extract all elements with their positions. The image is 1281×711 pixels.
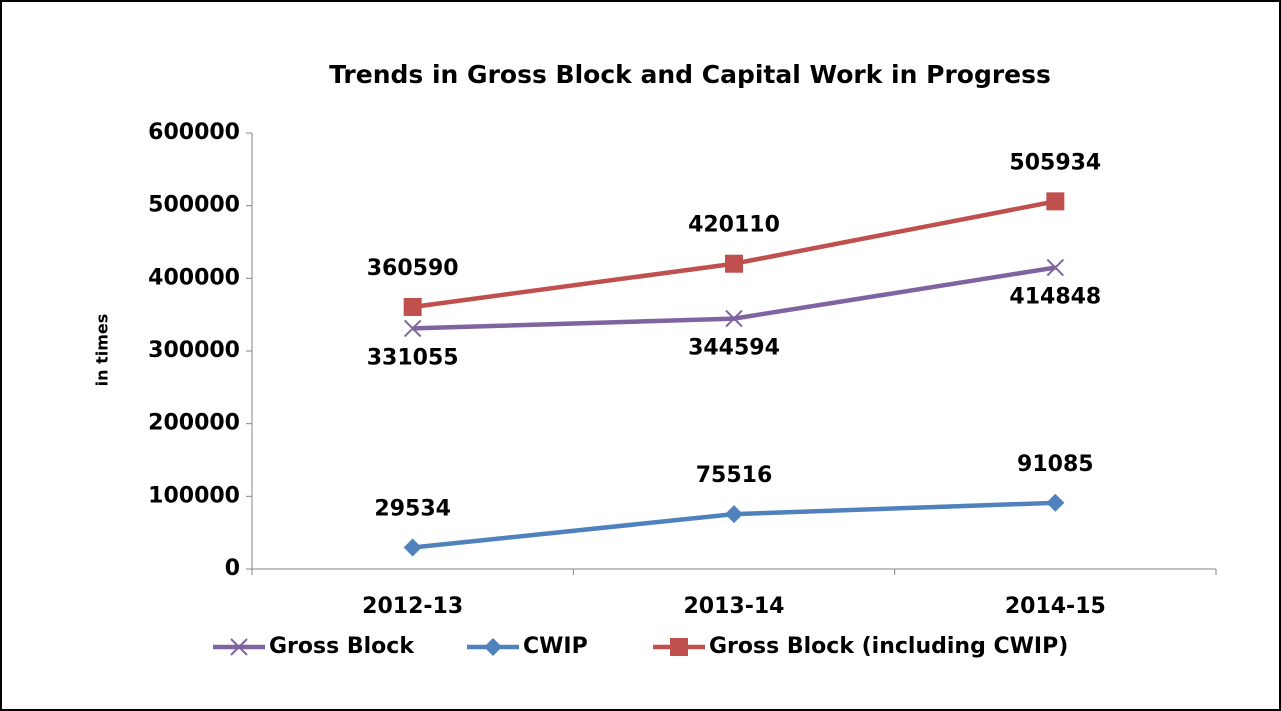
- data-label: 360590: [367, 256, 459, 281]
- legend-marker: [484, 638, 502, 656]
- legend-marker: [670, 638, 688, 656]
- data-label: 75516: [696, 463, 773, 488]
- legend-label: CWIP: [523, 634, 588, 659]
- data-label: 420110: [688, 213, 780, 238]
- data-label: 414848: [1009, 285, 1101, 310]
- y-axis-label: in times: [93, 314, 112, 387]
- legend-label: Gross Block (including CWIP): [709, 634, 1068, 659]
- y-tick-label: 100000: [148, 483, 240, 508]
- point-marker: [403, 538, 422, 557]
- point-marker: [725, 254, 743, 273]
- point-marker: [1046, 493, 1065, 512]
- chart-title: Trends in Gross Block and Capital Work i…: [329, 60, 1051, 89]
- point-marker: [403, 297, 422, 316]
- x-tick-label: 2013-14: [684, 594, 785, 619]
- x-tick-label: 2014-15: [1005, 594, 1106, 619]
- point-marker: [1046, 258, 1065, 277]
- point-marker: [725, 505, 743, 524]
- y-tick-label: 400000: [148, 265, 240, 290]
- y-tick-label: 500000: [148, 193, 240, 218]
- y-tick-label: 300000: [148, 338, 240, 363]
- data-label: 29534: [374, 497, 451, 522]
- point-marker: [725, 309, 743, 328]
- legend-label: Gross Block: [269, 634, 415, 659]
- y-tick-label: 200000: [148, 411, 240, 436]
- data-label: 344594: [688, 336, 780, 361]
- point-marker: [403, 319, 422, 338]
- point-marker: [1046, 192, 1065, 211]
- data-label: 91085: [1017, 452, 1094, 477]
- data-label: 505934: [1009, 150, 1101, 175]
- legend-marker: [230, 638, 248, 656]
- y-tick-label: 600000: [148, 120, 240, 145]
- data-label: 331055: [367, 345, 459, 370]
- y-tick-label: 0: [225, 556, 240, 581]
- x-tick-label: 2012-13: [362, 594, 463, 619]
